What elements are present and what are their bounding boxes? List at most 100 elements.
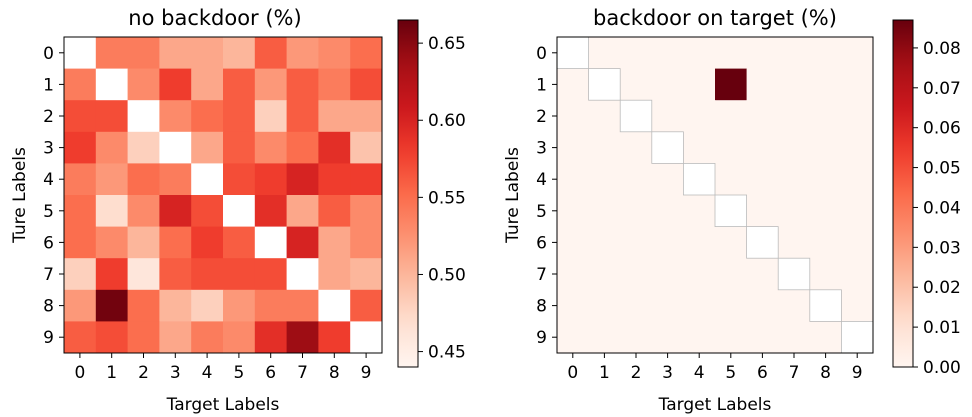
colorbar-gradient: [397, 19, 419, 368]
y-tick-label: 8: [536, 297, 547, 317]
heatmap-cell: [588, 226, 621, 259]
heatmap-cell: [809, 226, 842, 259]
heatmap-cell: [557, 321, 589, 354]
x-tick-label: 1: [599, 363, 610, 383]
x-tick-label: 7: [297, 363, 308, 383]
heatmap-cell: [778, 100, 811, 133]
heatmap-cell: [286, 100, 319, 133]
heatmap-cell: [95, 289, 128, 322]
heatmap-cell: [64, 226, 97, 259]
heatmap-cell: [620, 131, 653, 164]
heatmap-cell: [191, 289, 224, 322]
empty-cell: [778, 258, 811, 291]
heatmap-cell: [715, 321, 747, 354]
heatmap-cell: [127, 131, 160, 164]
heatmap-cell: [64, 100, 97, 133]
heatmap-cell: [620, 195, 653, 227]
heatmap-cell: [223, 163, 256, 196]
heatmap-cell: [254, 68, 287, 101]
heatmap-cell: [95, 258, 128, 291]
heatmap-cell: [286, 321, 319, 354]
x-tick-label: 1: [106, 363, 117, 383]
heatmap-cell: [809, 37, 842, 69]
chart-title: backdoor on target (%): [593, 6, 837, 30]
empty-cell: [318, 289, 351, 322]
heatmap-cell: [841, 37, 874, 69]
heatmap-cell: [683, 226, 716, 259]
empty-cell: [683, 163, 716, 196]
colorbar: 0.00 0.01 0.02 0.03 0.04 0.05 0.06 0.07 0.08: [892, 19, 961, 378]
heatmap-cell: [223, 258, 256, 291]
heatmap-cell: [350, 226, 383, 259]
heatmap-cell: [683, 100, 716, 133]
colorbar-tick-label: 0.08: [923, 39, 961, 59]
heatmap-cell: [223, 131, 256, 164]
heatmap-cell: [746, 100, 779, 133]
heatmap-cell: [191, 321, 224, 354]
y-tick-label: 4: [43, 170, 54, 190]
heatmap-cells: [556, 36, 874, 354]
heatmap-cell: [318, 163, 351, 196]
heatmap-cell: [809, 321, 842, 354]
heatmap-cell: [159, 258, 192, 291]
colorbar-tick-label: 0.45: [428, 343, 466, 363]
heatmap-cell: [223, 37, 256, 69]
heatmap-cell: [286, 131, 319, 164]
heatmap-cell: [127, 195, 160, 227]
y-tick-label: 2: [43, 107, 54, 127]
heatmap-cell: [95, 226, 128, 259]
heatmap-cell: [651, 195, 684, 227]
heatmap-cell: [651, 37, 684, 69]
heatmap-cell: [159, 289, 192, 322]
heatmap-cell: [318, 68, 351, 101]
heatmap-cell: [778, 289, 811, 322]
heatmap-cell: [95, 163, 128, 196]
heatmap-cell: [683, 37, 716, 69]
x-tick-label: 3: [170, 363, 181, 383]
heatmap-cell: [683, 289, 716, 322]
empty-cell: [350, 321, 383, 354]
heatmap-cell: [620, 226, 653, 259]
heatmap-cell: [254, 195, 287, 227]
heatmap-cell: [620, 321, 653, 354]
heatmap-cell: [841, 100, 874, 133]
diagonal-outline: [651, 131, 684, 164]
heatmap-cell: [350, 289, 383, 322]
heatmap-cell: [191, 226, 224, 259]
heatmap-cell: [620, 289, 653, 322]
y-tick-label: 5: [536, 202, 547, 222]
y-tick-label: 2: [536, 107, 547, 127]
heatmap-cell: [223, 100, 256, 133]
y-tick-label: 8: [43, 297, 54, 317]
heatmap-cell: [557, 131, 589, 164]
colorbar-gradient: [892, 19, 914, 368]
colorbar-tick-label: 0.01: [923, 318, 961, 338]
diagonal-outline: [714, 194, 748, 228]
y-axis-label: Ture Labels: [10, 147, 30, 244]
empty-cell: [95, 68, 128, 101]
heatmap-cell: [778, 131, 811, 164]
heatmap-cell: [223, 226, 256, 259]
heatmap-cell: [191, 195, 224, 227]
heatmap-cell: [746, 258, 779, 291]
heatmap-cell: [809, 258, 842, 291]
empty-cell: [746, 226, 779, 259]
y-tick-labels: 0 1 2 3 4 5 6 7 8 9: [536, 44, 557, 348]
heatmap-cell: [64, 195, 97, 227]
colorbar-tick-label: 0.65: [428, 34, 466, 54]
heatmap-cell: [254, 37, 287, 69]
heatmap-cell: [127, 321, 160, 354]
diagonal-outline: [746, 226, 779, 259]
empty-cell: [64, 37, 97, 69]
heatmap-cell: [318, 131, 351, 164]
heatmap-cell: [95, 37, 128, 69]
heatmap-cell: [715, 289, 747, 322]
heatmap-cell: [191, 258, 224, 291]
plot-frame: [63, 36, 383, 354]
colorbar-tick-label: 0.02: [923, 278, 961, 298]
heatmap-cell: [191, 68, 224, 101]
heatmap-cell: [127, 226, 160, 259]
heatmap-cell: [841, 226, 874, 259]
